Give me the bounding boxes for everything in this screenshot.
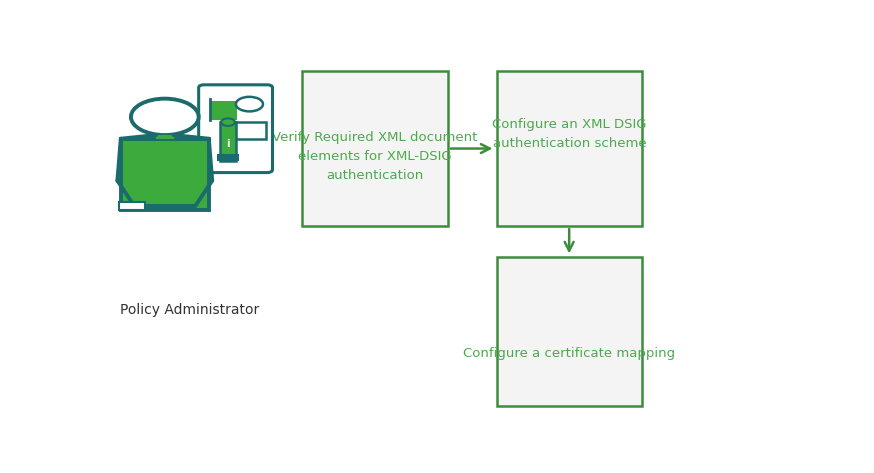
Polygon shape — [121, 139, 209, 210]
Bar — [496, 71, 642, 226]
Bar — [220, 122, 236, 161]
Text: Configure a certificate mapping: Configure a certificate mapping — [463, 347, 676, 360]
Text: Policy Administrator: Policy Administrator — [120, 303, 259, 317]
Text: Verify Required XML document
elements for XML-DSIG
authentication: Verify Required XML document elements fo… — [273, 131, 478, 182]
Bar — [120, 202, 145, 210]
Bar — [156, 135, 174, 139]
Text: i: i — [226, 139, 230, 149]
Bar — [218, 154, 239, 161]
FancyBboxPatch shape — [198, 85, 273, 173]
Bar — [302, 71, 448, 226]
Text: Configure an XML DSIG
authentication scheme: Configure an XML DSIG authentication sch… — [492, 118, 647, 150]
Polygon shape — [233, 122, 266, 139]
Bar — [496, 257, 642, 406]
Circle shape — [131, 99, 198, 135]
Circle shape — [221, 118, 235, 126]
Bar — [211, 101, 237, 121]
Circle shape — [236, 97, 263, 112]
